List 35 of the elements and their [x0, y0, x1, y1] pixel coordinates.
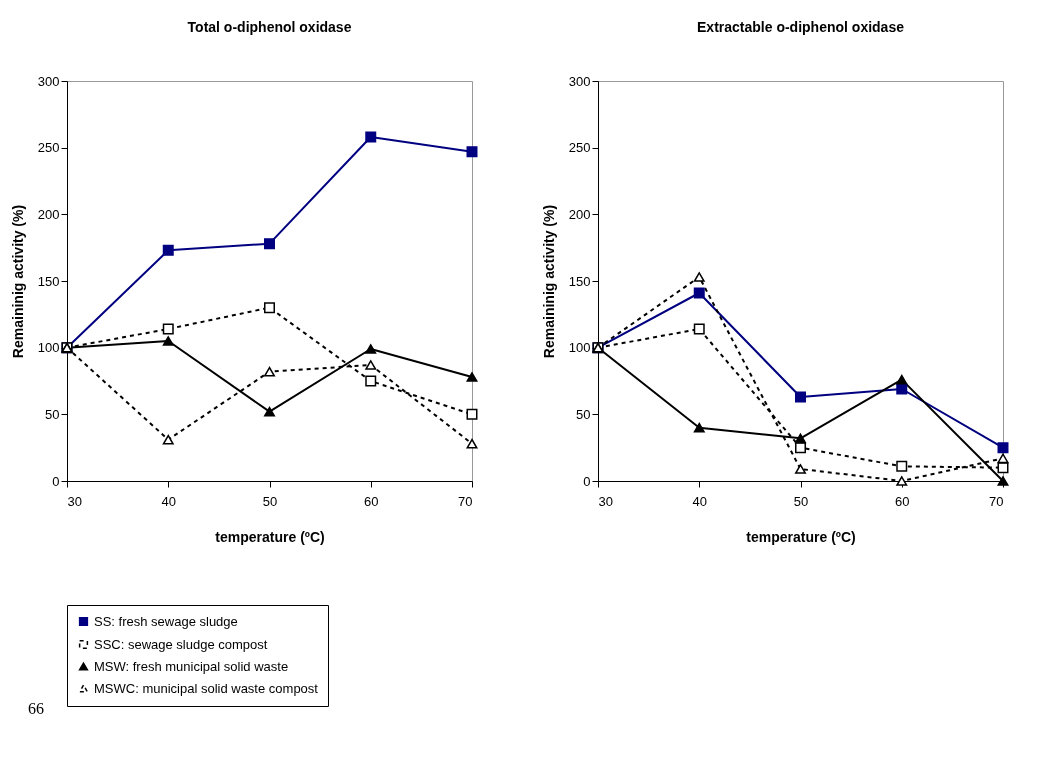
x-tick-label: 40	[692, 493, 707, 509]
y-tick-label: 0	[583, 473, 591, 489]
x-tick-label: 30	[67, 493, 82, 509]
y-axis-title: Remaininig activity (%)	[9, 204, 26, 359]
y-tick-label: 200	[568, 206, 591, 222]
x-tick-label: 60	[364, 493, 379, 509]
y-tick-label: 150	[37, 273, 60, 289]
x-tick-label: 50	[793, 493, 809, 509]
y-tick-label: 100	[568, 340, 591, 356]
x-tick-label: 30	[598, 493, 613, 509]
legend-label: MSW: fresh municipal solid waste	[94, 658, 289, 674]
y-tick-label: 200	[37, 206, 60, 222]
y-tick-label: 250	[568, 140, 591, 156]
y-tick-label: 0	[52, 473, 60, 489]
x-tick-label: 50	[262, 493, 278, 509]
x-tick-label: 70	[458, 493, 473, 509]
y-tick-label: 150	[568, 273, 591, 289]
y-tick-label: 50	[45, 406, 60, 422]
y-tick-label: 300	[568, 73, 591, 89]
x-tick-label: 70	[989, 493, 1004, 509]
y-axis-title: Remaininig activity (%)	[540, 204, 557, 359]
legend-label: SSC: sewage sludge compost	[94, 636, 268, 652]
x-tick-label: 40	[161, 493, 176, 509]
x-axis-title: temperature (ºC)	[215, 528, 325, 545]
x-axis-title: temperature (ºC)	[746, 528, 856, 545]
chart-title: Total o-diphenol oxidase	[187, 19, 352, 35]
y-tick-label: 50	[576, 406, 591, 422]
legend-label: SS: fresh sewage sludge	[94, 613, 238, 629]
legend-label: MSWC: municipal solid waste compost	[94, 680, 319, 696]
x-tick-label: 60	[895, 493, 910, 509]
text: 66	[28, 700, 44, 718]
y-tick-label: 100	[37, 340, 60, 356]
chart-title: Extractable o-diphenol oxidase	[697, 19, 905, 35]
y-tick-label: 300	[37, 73, 60, 89]
y-tick-label: 250	[37, 140, 60, 156]
